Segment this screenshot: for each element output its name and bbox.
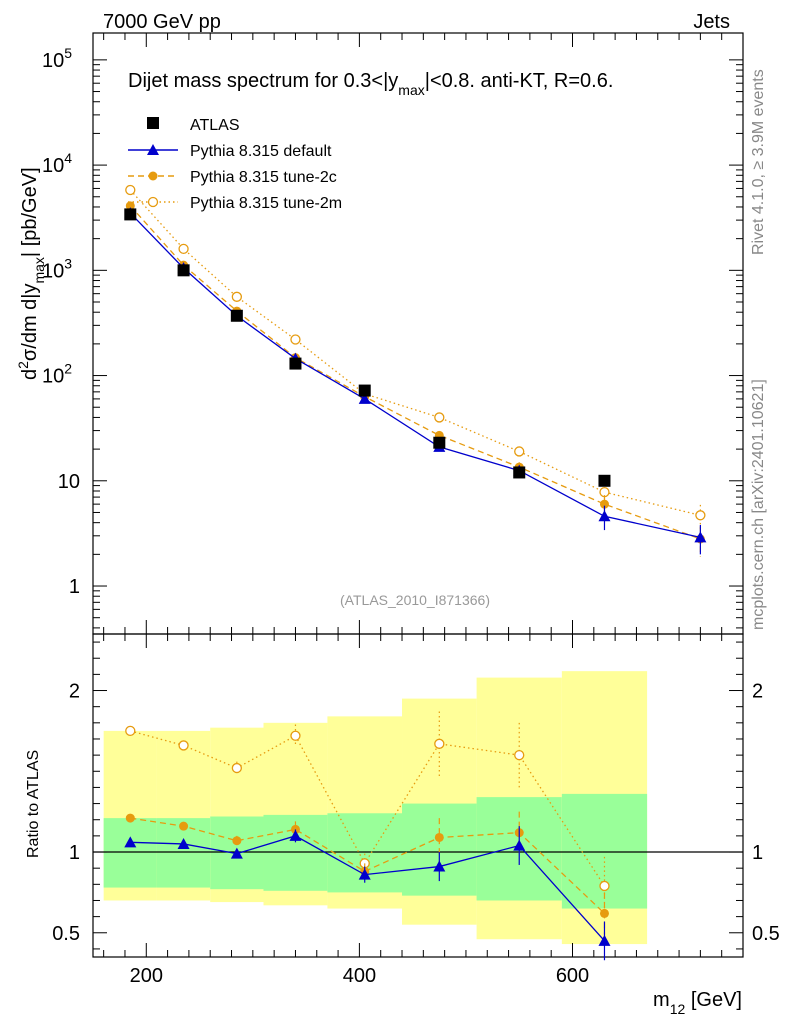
- main-atlas-point: [230, 309, 243, 322]
- rivet-version-text: Rivet 4.1.0, ≥ 3.9M events: [750, 69, 767, 255]
- main-y-tick-label: 10: [58, 471, 80, 493]
- main-default-line: [129, 212, 701, 538]
- main-atlas-point: [513, 466, 526, 479]
- main-tune2m-line: [129, 189, 701, 516]
- main-y-tick-label: 102: [42, 361, 72, 388]
- ratio-tune2m-point: [125, 725, 136, 737]
- ratio-tune2c-point: [232, 836, 242, 846]
- x-tick-label: 400: [343, 965, 376, 987]
- main-y-tick-label: 1: [69, 576, 80, 598]
- main-atlas-point: [177, 264, 190, 277]
- main-tune2m-point: [231, 291, 243, 302]
- legend: ATLAS Pythia 8.315 default Pythia 8.315 …: [128, 117, 342, 212]
- main-default-point: [358, 392, 371, 404]
- main-title: Dijet mass spectrum for 0.3<|ymax|<0.8. …: [128, 70, 613, 98]
- ratio-tune2c-point: [434, 832, 444, 842]
- ratio-tune2m-line: [130, 730, 606, 887]
- main-tune2c-point: [125, 201, 135, 211]
- ratio-default-point: [513, 839, 526, 851]
- ratio-y-tick-label: 1: [69, 842, 80, 864]
- analysis-watermark: (ATLAS_2010_I871366): [340, 592, 490, 608]
- ratio-default-point: [289, 829, 302, 841]
- main-tune2m-point: [434, 412, 445, 423]
- main-y-tick-label: 105: [42, 45, 72, 72]
- x-axis-label: m12 [GeV]: [653, 989, 742, 1017]
- ratio-frame: [92, 633, 744, 958]
- main-atlas-point: [433, 436, 446, 449]
- x-tick-label: 200: [130, 965, 163, 987]
- ratio-tune2m-point: [178, 740, 189, 751]
- main-panel: 1 10 102 103 104 105: [42, 32, 744, 635]
- ratio-tune2m-point: [231, 762, 243, 774]
- ratio-tune2c-point: [125, 813, 135, 823]
- legend-tune2c-label: Pythia 8.315 tune-2c: [190, 169, 337, 186]
- main-atlas-point: [358, 384, 371, 397]
- main-default-point: [694, 531, 707, 543]
- legend-tune2m-label: Pythia 8.315 tune-2m: [190, 195, 342, 212]
- ratio-tune2c-point: [179, 821, 189, 831]
- x-tick-label: 600: [556, 965, 589, 987]
- ratio-default-point: [124, 836, 137, 848]
- ratio-tune2c-point: [599, 908, 609, 918]
- ratio-y-tick-label: 2: [69, 681, 80, 703]
- ratio-default-point: [598, 934, 611, 946]
- main-tune2c-point: [599, 499, 609, 509]
- legend-default-label: Pythia 8.315 default: [190, 143, 332, 160]
- ratio-default-point: [230, 847, 243, 859]
- main-atlas-point: [289, 357, 302, 370]
- ratio-default-point: [177, 837, 190, 849]
- ratio-y-tick-label: 0.5: [52, 923, 80, 945]
- main-tune2m-point: [290, 334, 301, 345]
- ratio-y-tick-label-right: 1: [752, 842, 763, 864]
- main-y-axis-label: d2σ/dm d|ymax| [pb/GeV]: [15, 167, 47, 380]
- ratio-default-point: [433, 860, 446, 872]
- legend-atlas-label: ATLAS: [190, 117, 240, 134]
- ratio-band-inner: [561, 793, 648, 909]
- main-y-tick-label: 104: [42, 150, 72, 177]
- ratio-tune2m-point: [599, 880, 610, 892]
- legend-tune2c-marker: [148, 171, 158, 181]
- main-tune2c-line: [129, 205, 701, 540]
- ratio-panel: 200 400 600 0.5 0.5 1 1 2 2: [52, 633, 780, 987]
- ratio-y-tick-label-right: 0.5: [752, 923, 780, 945]
- ratio-tune2c-line: [130, 817, 605, 914]
- ratio-band-inner: [103, 818, 157, 888]
- ratio-tune2m-point: [434, 738, 445, 749]
- main-default-point: [598, 510, 611, 522]
- main-y-tick-label: 103: [42, 255, 72, 282]
- header-beam-label: 7000 GeV pp: [103, 11, 221, 33]
- legend-tune2m-marker: [147, 196, 159, 208]
- main-atlas-point: [598, 474, 611, 487]
- mcplots-reference-text: mcplots.cern.ch [arXiv:2401.10621]: [750, 379, 767, 630]
- ratio-tune2m-point: [514, 749, 525, 761]
- main-tune2m-point: [125, 184, 136, 196]
- ratio-default-point: [358, 868, 371, 880]
- ratio-y-tick-label-right: 2: [752, 681, 763, 703]
- ratio-default-line: [130, 835, 605, 942]
- main-tune2m-point: [514, 446, 525, 457]
- main-tune2m-point: [178, 243, 189, 254]
- ratio-tune2m-point: [290, 730, 301, 741]
- legend-atlas-marker: [147, 117, 159, 129]
- ratio-y-axis-label: Ratio to ATLAS: [25, 750, 42, 858]
- main-tune2m-point: [695, 510, 706, 521]
- legend-default-marker: [147, 144, 159, 155]
- main-atlas-point: [124, 208, 137, 221]
- header-category-label: Jets: [693, 11, 730, 33]
